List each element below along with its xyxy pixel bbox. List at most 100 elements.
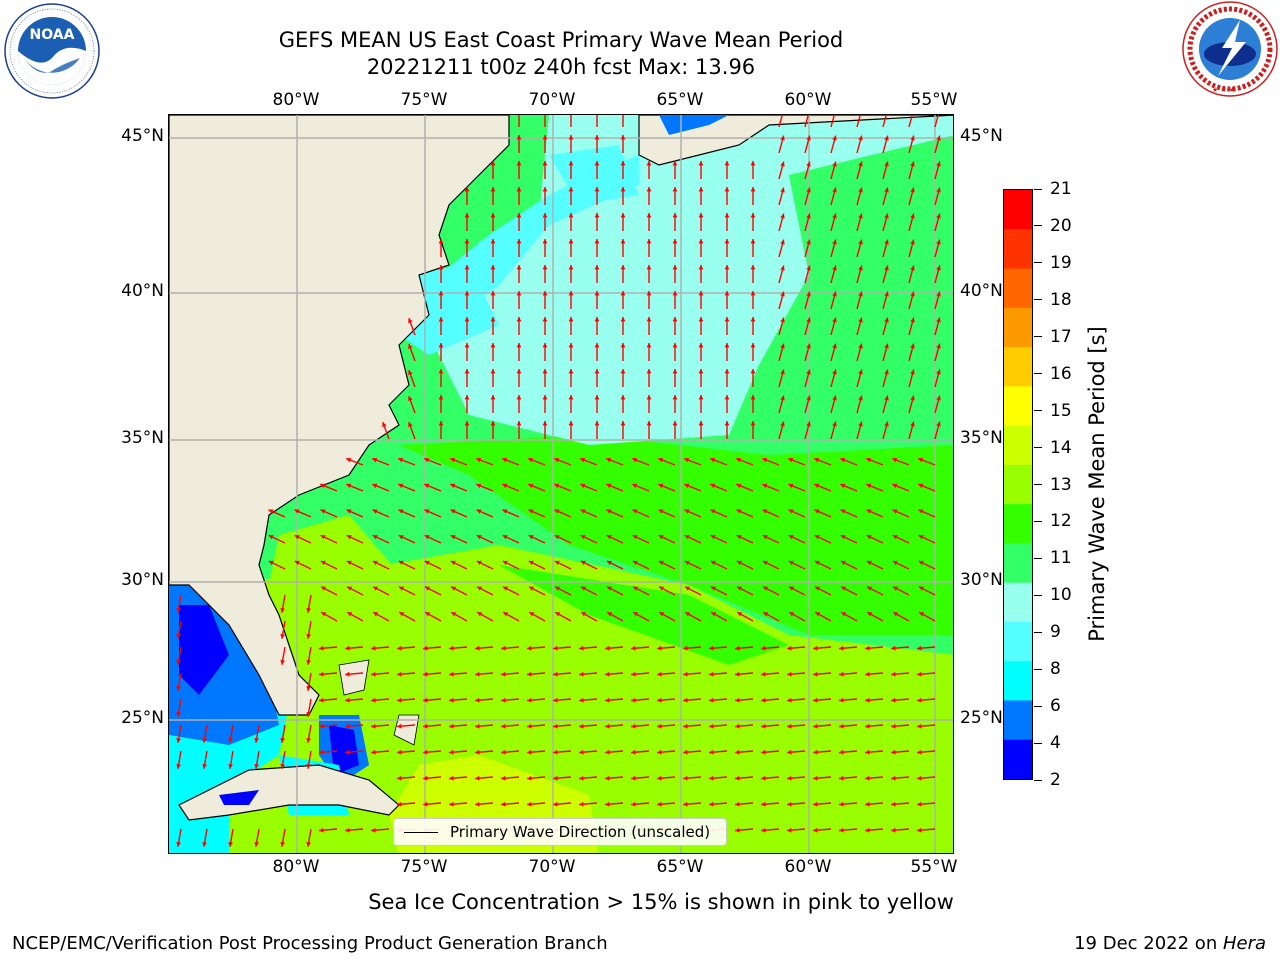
wave-arrowhead [398,535,404,540]
wave-arrowhead [475,749,480,755]
colorbar-tick-label: 11 [1034,548,1072,568]
wave-arrowhead [476,457,482,463]
wave-arrowhead [345,645,350,651]
wave-arrowhead [528,560,534,566]
wave-arrow [830,115,835,128]
wave-arrowhead [893,586,898,591]
wave-arrowhead [709,749,714,755]
wave-arrowhead [542,213,548,218]
colorbar-tick-label: 4 [1034,733,1061,753]
wave-arrowhead [516,213,522,218]
wave-arrowhead [475,645,480,651]
wave-arrowhead [449,697,454,703]
wave-arrowhead [490,213,496,218]
wave-arrowhead [787,645,792,651]
colorbar-segment [1004,347,1032,387]
wave-arrowhead [910,395,915,401]
wave-arrowhead [910,291,915,297]
wave-arrowhead [606,509,612,514]
wave-arrowhead [449,671,454,677]
wave-arrowhead [542,291,548,296]
wave-arrowhead [917,749,922,755]
wave-arrowhead [646,213,652,218]
wave-arrowhead [724,343,730,348]
wave-arrowhead [709,723,714,729]
wave-arrowhead [892,483,898,489]
wave-arrowhead [866,457,872,463]
wave-arrowhead [580,535,586,540]
wave-arrowhead [659,586,664,591]
wave-arrowhead [568,421,574,426]
wave-arrowhead [254,764,259,769]
lat-tick-right-45n: 45°N [960,126,1003,146]
wave-arrowhead [579,671,584,677]
wave-arrowhead [892,560,898,566]
wave-arrowhead [346,483,352,489]
wave-arrowhead [709,645,714,651]
wave-arrowhead [542,187,548,192]
lon-tick-bottom-65w: 65°W [656,857,704,877]
wave-arrowhead [683,671,688,677]
wave-arrowhead [832,317,837,323]
wave-arrowhead [806,291,811,297]
wave-arrowhead [658,483,664,489]
wave-arrowhead [724,291,730,296]
wave-arrowhead [672,369,678,374]
wave-arrowhead [698,343,704,348]
wave-arrowhead [735,671,740,677]
wave-arrowhead [254,738,259,743]
wave-arrowhead [910,317,915,323]
wave-arrowhead [858,239,863,245]
wave-arrowhead [502,560,508,566]
wave-arrowhead [672,161,678,166]
wave-arrowhead [605,697,610,703]
wave-arrowhead [780,187,785,193]
wave-arrowhead [280,634,285,639]
lat-tick-left-25n: 25°N [121,708,164,728]
wave-arrowhead [724,239,730,244]
wave-arrowhead [424,457,430,463]
lat-tick-right-35n: 35°N [960,428,1003,448]
wave-arrowhead [780,135,785,141]
wave-arrowhead [780,369,785,375]
wave-arrowhead [646,265,652,270]
wave-arrowhead [891,827,896,833]
wave-arrowhead [528,509,534,514]
wave-arrowhead [607,612,613,617]
wave-arrowhead [476,535,482,540]
wave-arrowhead [646,395,652,400]
wave-arrowhead [684,483,690,489]
wave-arrowhead [884,135,889,141]
wave-arrow [882,115,887,128]
wave-arrowhead [501,775,506,781]
colorbar-tick-label: 10 [1034,585,1072,605]
wave-arrowhead [490,161,496,166]
colorbar-tick-label: 8 [1034,659,1061,679]
wave-arrowhead [832,265,837,271]
wave-arrowhead [490,187,496,192]
wave-arrowhead [858,291,863,297]
nws-logo: ★ ★ ★ [1182,1,1278,97]
wave-arrowhead [918,535,924,540]
wave-arrowhead [698,187,704,192]
wave-arrowhead [319,697,324,703]
wave-arrowhead [858,343,863,349]
wave-arrowhead [789,612,795,617]
wave-arrowhead [780,265,785,271]
wave-arrowhead [554,560,560,566]
wave-arrowhead [502,535,508,540]
colorbar-tick-label: 13 [1034,475,1072,495]
wave-arrowhead [542,421,548,426]
lon-tick-bottom-55w: 55°W [910,857,958,877]
wave-arrowhead [321,612,327,617]
legend-label: Primary Wave Direction (unscaled) [450,823,711,841]
wave-arrowhead [737,612,743,617]
wave-arrowhead [620,343,626,348]
wave-arrowhead [814,509,820,514]
wave-arrowhead [657,671,662,677]
wave-arrowhead [501,645,506,651]
wave-arrowhead [780,239,785,245]
wave-arrowhead [917,723,922,729]
wave-arrowhead [763,612,769,617]
colorbar-segment [1004,582,1032,623]
